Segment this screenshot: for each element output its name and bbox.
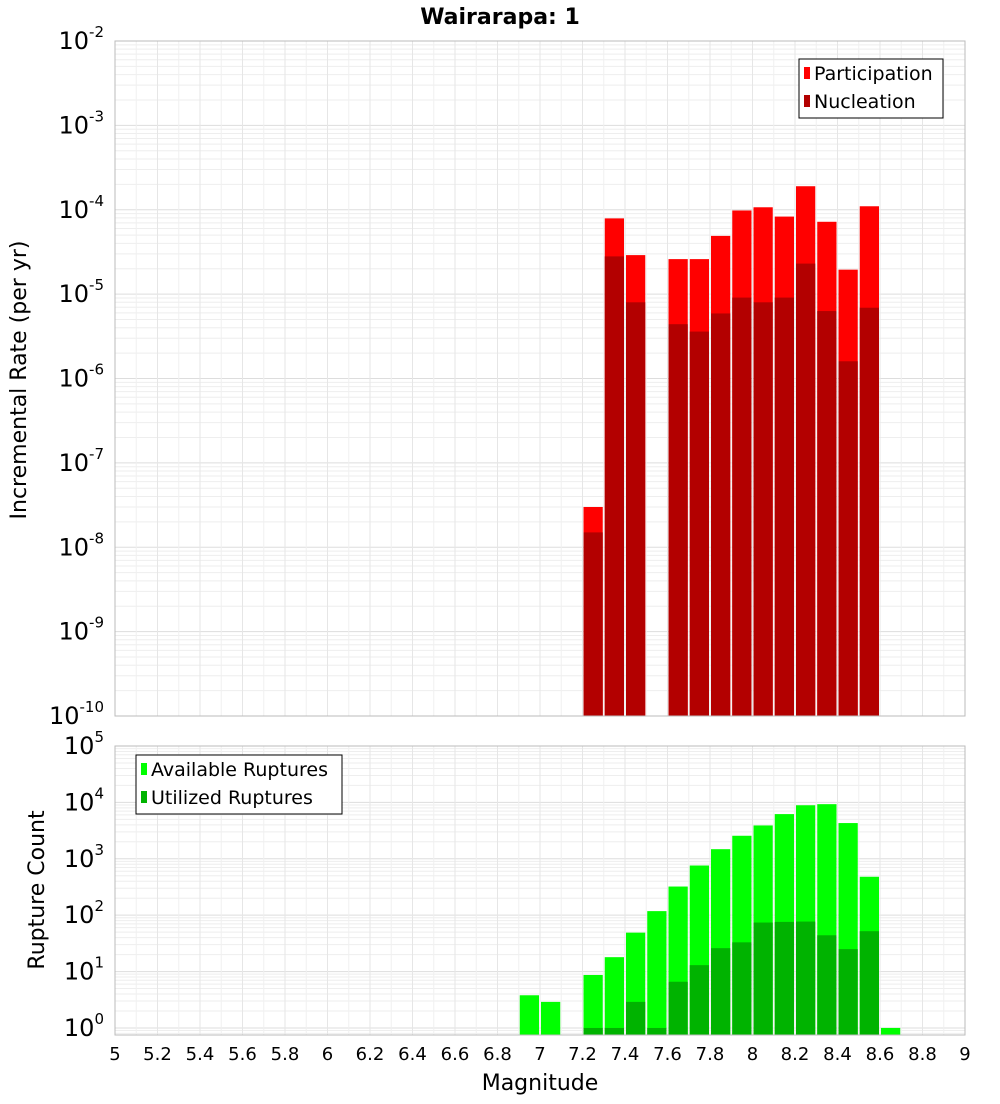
top-plot-panel: 10-10 10-9 10-8 10-7 10-6 10-5 10-4 10-3 10-2 Par… (49, 23, 966, 730)
bottom-bar (541, 1001, 561, 1035)
bottom-bar (668, 981, 688, 1035)
top-bar (626, 302, 646, 716)
x-tick-label: 5.6 (228, 1044, 257, 1065)
bottom-series-utilized-ruptures (583, 921, 879, 1035)
bottom-bar (711, 948, 731, 1035)
top-bar (838, 361, 858, 716)
bottom-bar (774, 921, 794, 1035)
top-series-nucleation (583, 256, 879, 716)
top-y-tick-label: 10-10 (49, 698, 104, 730)
bottom-legend: Available Ruptures Utilized Ruptures (135, 754, 343, 815)
top-bar (774, 297, 794, 716)
x-tick-label: 7 (534, 1044, 545, 1065)
chart-title: Wairarapa: 1 (420, 5, 580, 30)
bottom-y-tick-label: 104 (64, 784, 104, 816)
top-bar (689, 331, 709, 716)
top-bar (796, 263, 816, 716)
top-y-tick-label: 10-7 (58, 445, 104, 477)
top-legend-box (798, 58, 944, 119)
bottom-bar (796, 921, 816, 1035)
bottom-bar (647, 911, 667, 1035)
top-y-ticks: 10-10 10-9 10-8 10-7 10-6 10-5 10-4 10-3 10-2 (49, 23, 104, 730)
top-bar (604, 256, 624, 716)
x-tick-label: 8 (747, 1044, 758, 1065)
top-legend: Participation Nucleation (798, 58, 944, 119)
top-bar (711, 313, 731, 716)
top-bar (753, 302, 773, 716)
x-tick-label: 5.8 (271, 1044, 300, 1065)
bottom-legend-label: Utilized Ruptures (151, 787, 313, 809)
bottom-legend-swatch (141, 763, 147, 775)
bottom-bar (626, 1001, 646, 1035)
bottom-bar (583, 974, 603, 1035)
top-y-tick-label: 10-8 (58, 529, 104, 561)
bottom-bar (753, 922, 773, 1035)
x-tick-label: 8.6 (866, 1044, 895, 1065)
x-tick-label: 6.2 (356, 1044, 385, 1065)
top-y-tick-label: 10-4 (58, 192, 104, 224)
bottom-y-tick-label: 105 (64, 728, 104, 760)
bottom-legend-swatch (141, 791, 147, 803)
bottom-plot-frame (114, 745, 966, 1036)
top-y-axis-label: Incremental Rate (per yr) (7, 241, 32, 520)
bottom-bar (647, 1027, 667, 1035)
top-bar (583, 532, 603, 716)
bottom-y-tick-label: 100 (64, 1010, 104, 1042)
x-axis-label: Magnitude (482, 1071, 599, 1096)
top-y-tick-label: 10-9 (58, 614, 104, 646)
top-y-tick-label: 10-6 (58, 361, 104, 393)
x-tick-label: 5 (109, 1044, 120, 1065)
bottom-bar (604, 1027, 624, 1035)
bottom-bar (838, 949, 858, 1035)
top-y-tick-label: 10-5 (58, 276, 104, 308)
bottom-legend-box (135, 754, 343, 815)
x-tick-label: 6 (322, 1044, 333, 1065)
top-legend-swatch (804, 95, 810, 107)
bottom-y-ticks: 100 101 102 103 104 105 (64, 728, 104, 1042)
x-tick-label: 5.4 (186, 1044, 215, 1065)
top-bar (817, 311, 837, 716)
top-legend-swatch (804, 67, 810, 79)
x-tick-label: 7.8 (696, 1044, 725, 1065)
x-tick-label: 7.4 (611, 1044, 640, 1065)
x-tick-label: 8.4 (823, 1044, 852, 1065)
x-tick-label: 7.6 (653, 1044, 682, 1065)
bottom-bar (817, 935, 837, 1035)
x-tick-label: 8.2 (781, 1044, 810, 1065)
x-ticks: 5 5.2 5.4 5.6 5.8 6 6.2 6.4 6.6 6.8 7 7.2 7.4 7.6 7.8 8… (109, 1044, 970, 1065)
bottom-y-tick-label: 101 (64, 954, 104, 986)
top-grid (114, 41, 966, 717)
top-bar (668, 324, 688, 716)
bottom-legend-label: Available Ruptures (151, 759, 328, 781)
top-bar (732, 297, 752, 716)
top-legend-label: Nucleation (814, 91, 916, 113)
bottom-y-tick-label: 103 (64, 841, 104, 873)
top-y-tick-label: 10-3 (58, 107, 104, 139)
top-plot-frame (114, 40, 966, 717)
bottom-bar (583, 1027, 603, 1035)
bottom-bar (689, 965, 709, 1035)
x-tick-label: 6.8 (483, 1044, 512, 1065)
bottom-bar (859, 931, 879, 1035)
bottom-bar (732, 942, 752, 1035)
top-bar (859, 307, 879, 716)
bottom-bar (604, 957, 624, 1035)
x-tick-label: 9 (959, 1044, 970, 1065)
x-tick-label: 7.2 (568, 1044, 597, 1065)
x-tick-label: 6.6 (441, 1044, 470, 1065)
bottom-y-tick-label: 102 (64, 897, 104, 929)
bottom-y-axis-label: Rupture Count (25, 810, 50, 970)
x-tick-label: 5.2 (143, 1044, 172, 1065)
bottom-bar (881, 1027, 901, 1035)
top-legend-label: Participation (814, 63, 933, 85)
x-tick-label: 6.4 (398, 1044, 427, 1065)
bottom-plot-panel: 100 101 102 103 104 105 5 5.2 5.4 5.6 5.8 6 6.2 6.4 6.… (64, 728, 971, 1065)
top-y-tick-label: 10-2 (58, 23, 104, 55)
bottom-bar (519, 995, 539, 1035)
x-tick-label: 8.8 (908, 1044, 937, 1065)
